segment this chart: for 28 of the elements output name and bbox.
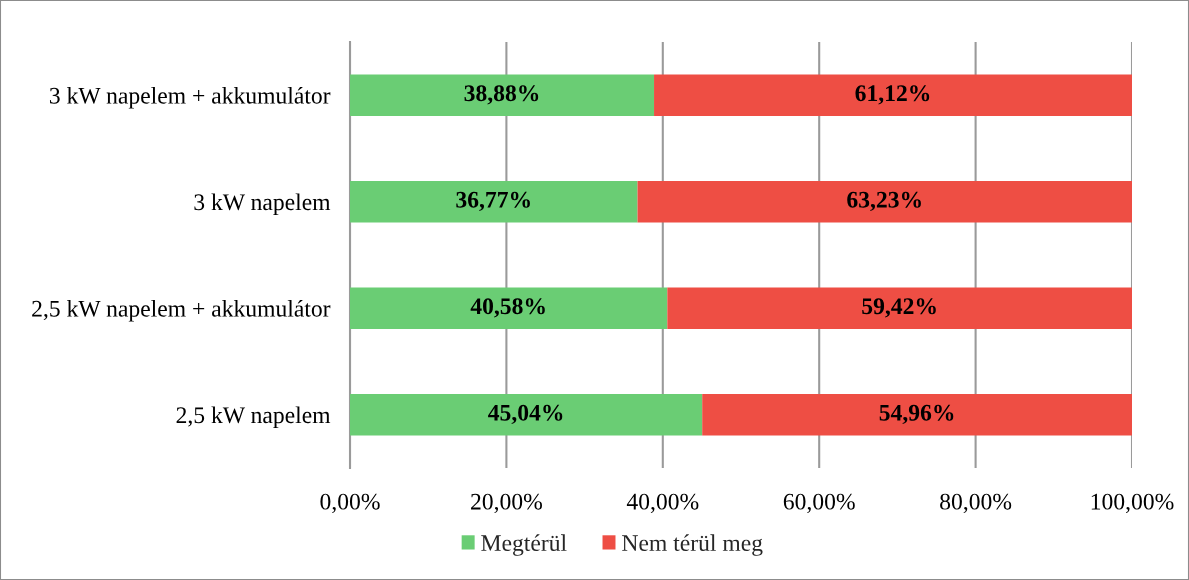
bar xyxy=(350,180,638,223)
y-tick-label: 2,5 kW napelem + akkumulátor xyxy=(32,300,331,322)
bar xyxy=(667,287,1132,330)
x-tick-label: 20,00% xyxy=(471,493,542,514)
bar xyxy=(702,393,1132,436)
bar xyxy=(654,74,1132,117)
legend-label: Nem térül meg xyxy=(622,534,763,556)
data-label: 38,88% xyxy=(464,85,539,105)
data-label: 61,12% xyxy=(855,85,930,105)
data-label: 59,42% xyxy=(862,298,936,318)
data-label: 36,77% xyxy=(456,191,530,212)
x-tick-label: 0,00% xyxy=(320,493,380,514)
bar xyxy=(350,393,703,436)
data-label: 54,96% xyxy=(879,404,954,425)
x-tick-label: 40,00% xyxy=(626,493,699,514)
y-tick-label: 3 kW napelem xyxy=(194,193,331,215)
bar xyxy=(637,180,1132,223)
data-label: 63,23% xyxy=(847,191,921,212)
bar xyxy=(350,74,655,117)
bar xyxy=(350,287,668,330)
data-label: 45,04% xyxy=(488,404,563,425)
x-tick-label: 100,00% xyxy=(1091,493,1174,514)
x-tick-label: 80,00% xyxy=(940,493,1012,514)
x-tick-label: 60,00% xyxy=(783,493,855,514)
y-tick-label: 2,5 kW napelem xyxy=(176,406,331,428)
data-label: 40,58% xyxy=(470,298,545,318)
y-tick-label: 3 kW napelem + akkumulátor xyxy=(49,87,331,109)
legend-label: Megtérül xyxy=(481,534,567,556)
